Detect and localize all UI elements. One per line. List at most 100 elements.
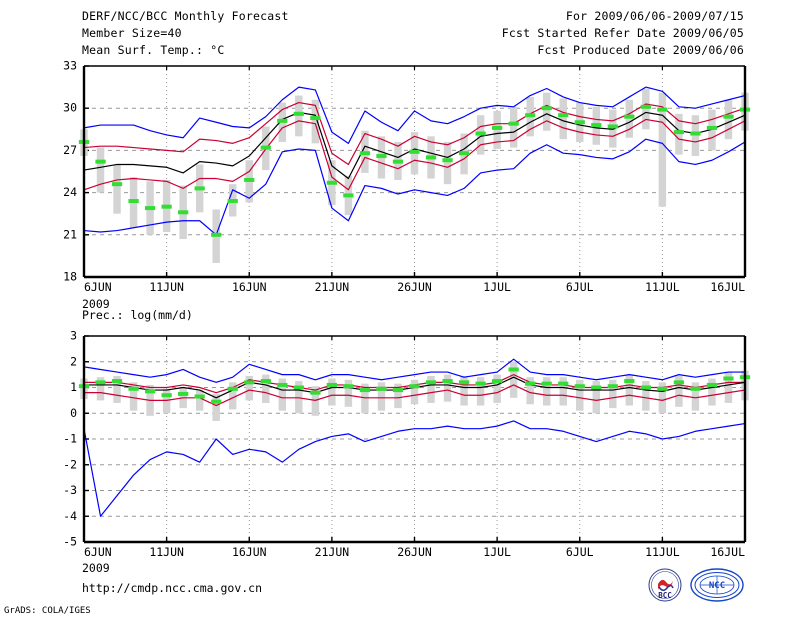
series-line	[83, 358, 745, 383]
ensemble-spread-bar	[427, 375, 435, 403]
observed-marker	[541, 106, 552, 111]
ensemble-spread-bar	[443, 374, 452, 402]
temperature-chart: 18 21 24 27 30 33 6JUN 11JUN 16JUN 21JUN 26JUN 1JUL…	[63, 59, 751, 294]
ensemble-spread-bar	[262, 374, 270, 403]
ensemble-spread-bar	[708, 109, 716, 151]
ensemble-spread-bar	[642, 381, 650, 411]
observed-marker	[591, 385, 602, 390]
y-axis-tick-label: 24	[63, 185, 77, 199]
observed-marker	[343, 193, 354, 198]
ensemble-spread-bar	[625, 374, 634, 406]
ensemble-spread-bar	[245, 375, 253, 401]
observed-marker	[442, 158, 453, 163]
x-axis-tick-label: 16JUL	[710, 280, 745, 294]
ensemble-spread-bar	[344, 379, 353, 407]
ensemble-spread-bar	[295, 381, 303, 414]
ensemble-spread-bar	[162, 388, 171, 414]
ensemble-spread-bar	[691, 382, 700, 411]
ensemble-spread-bar	[328, 378, 336, 406]
observed-marker	[326, 382, 337, 387]
y-axis-tick-label: 27	[63, 143, 77, 157]
y-axis-tick-label: 30	[63, 101, 77, 115]
x-axis-tick-label: 1JUL	[483, 545, 511, 559]
ensemble-spread-bar	[691, 115, 700, 157]
observed-marker	[376, 154, 387, 159]
observed-marker	[723, 376, 734, 381]
ensemble-spread-bar	[493, 374, 501, 403]
series-line	[84, 384, 746, 407]
y-axis-tick-label: 1	[70, 380, 77, 394]
observed-marker	[293, 111, 304, 116]
ensemble-spread-bar	[113, 375, 121, 403]
observed-marker	[409, 384, 420, 389]
fcst-produced-label: Fcst Produced Date 2009/06/06	[537, 43, 744, 57]
x-axis-tick-label: 16JUN	[232, 545, 267, 559]
ensemble-spread-bar	[559, 98, 567, 140]
observed-marker	[95, 380, 106, 385]
ensemble-spread-bar	[295, 95, 303, 137]
mean-surf-temp-label: Mean Surf. Temp.: °C	[82, 43, 225, 57]
x-axis-tick-label: 26JUN	[397, 280, 432, 294]
ensemble-spread-bar	[609, 379, 617, 409]
observed-marker	[640, 104, 651, 109]
observed-marker	[657, 386, 668, 391]
bcc-logo-text: BCC	[658, 591, 672, 600]
y-axis-tick-label: -3	[63, 483, 77, 497]
x-axis-tick-label: 11JUL	[645, 280, 680, 294]
observed-marker	[227, 386, 238, 391]
observed-marker	[211, 232, 222, 237]
ensemble-spread-bar	[658, 382, 667, 414]
x-axis-tick-label: 21JUN	[315, 545, 350, 559]
ensemble-spread-bar	[476, 377, 485, 406]
bcc-logo: BCC	[648, 568, 682, 602]
ensemble-spread-bar	[675, 375, 683, 407]
ensemble-spread-bar	[542, 92, 551, 131]
ensemble-spread-bar	[96, 147, 105, 193]
ensemble-spread-bar	[96, 377, 105, 401]
observed-marker	[574, 120, 585, 125]
observed-marker	[128, 386, 139, 391]
ensemble-spread-bar	[542, 377, 551, 406]
observed-marker	[607, 384, 618, 389]
ncc-logo-text: NCC	[709, 581, 725, 591]
ensemble-spread-bar	[460, 375, 468, 406]
ensemble-spread-bar	[361, 383, 369, 414]
observed-marker	[392, 388, 404, 393]
y-axis-tick-label: 2	[70, 354, 77, 368]
observed-marker	[409, 149, 420, 154]
observed-marker	[161, 393, 172, 398]
series-line	[83, 138, 746, 236]
x-axis-tick-label: 21JUN	[315, 280, 350, 294]
observed-marker	[376, 386, 387, 391]
observed-marker	[624, 379, 635, 384]
ensemble-spread-bar	[509, 106, 518, 148]
website-url[interactable]: http://cmdp.ncc.cma.gov.cn	[82, 581, 263, 595]
ensemble-spread-bar	[195, 390, 204, 411]
observed-marker	[244, 380, 255, 385]
observed-marker	[178, 391, 189, 396]
forecast-period-label: For 2009/06/06-2009/07/15	[565, 9, 744, 23]
y-axis-tick-label: -2	[63, 457, 77, 471]
observed-marker	[508, 121, 519, 126]
observed-marker	[492, 379, 503, 384]
y-axis-tick-label: 18	[63, 270, 77, 284]
ensemble-spread-bar	[229, 382, 237, 410]
observed-marker	[690, 386, 701, 391]
observed-marker	[293, 385, 304, 390]
observed-marker	[640, 385, 651, 390]
observed-marker	[161, 204, 172, 209]
y-axis-tick-label: 33	[63, 59, 77, 73]
ensemble-spread-bar	[113, 164, 121, 214]
ensemble-spread-bar	[625, 99, 634, 138]
y-axis-tick-label: 21	[63, 227, 77, 241]
observed-marker	[111, 379, 123, 384]
ensemble-spread-bar	[377, 382, 386, 411]
observed-marker	[111, 182, 123, 187]
y-axis-tick-label: 3	[70, 329, 77, 343]
y-axis-tick-label: 0	[70, 406, 77, 420]
observed-marker	[178, 210, 189, 215]
observed-marker	[95, 159, 106, 164]
y-axis-tick-label: -1	[63, 432, 77, 446]
observed-marker	[458, 151, 470, 156]
